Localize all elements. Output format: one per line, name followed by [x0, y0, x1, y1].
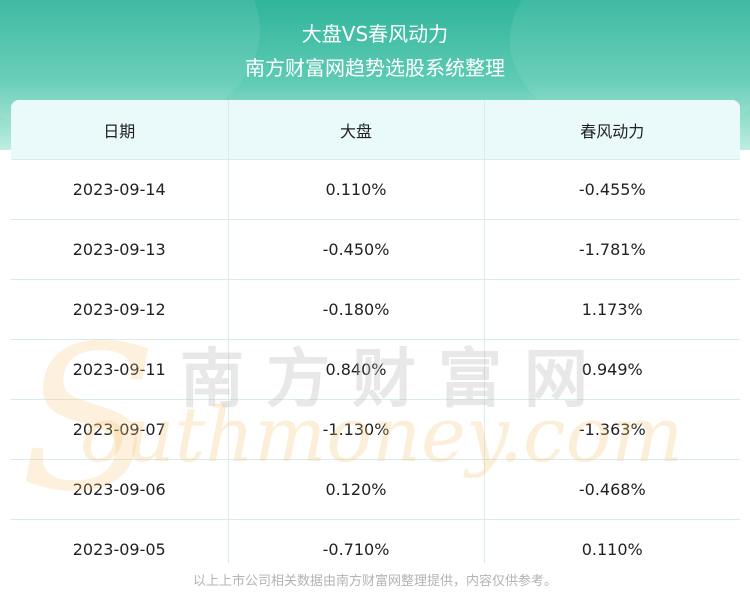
table-row: 2023-09-05 -0.710% 0.110% — [11, 519, 740, 563]
table-row: 2023-09-07 -1.130% -1.363% — [11, 399, 740, 460]
cell-date: 2023-09-14 — [11, 159, 229, 220]
cell-stock: 1.173% — [484, 279, 740, 340]
cell-market: -0.180% — [228, 279, 485, 340]
page-title: 大盘VS春风动力 — [301, 22, 449, 46]
table-row: 2023-09-12 -0.180% 1.173% — [11, 279, 740, 340]
cell-market: 0.120% — [228, 459, 485, 520]
footer-disclaimer: 以上上市公司相关数据由南方财富网整理提供，内容仅供参考。 — [192, 574, 557, 589]
cell-date: 2023-09-07 — [11, 399, 229, 460]
comparison-table: 日期 大盘 春风动力 2023-09-14 0.110% -0.455% 202… — [11, 100, 740, 563]
column-header-market: 大盘 — [228, 100, 485, 160]
cell-market: 0.110% — [228, 159, 485, 220]
table-row: 2023-09-14 0.110% -0.455% — [11, 159, 740, 220]
column-header-date: 日期 — [11, 100, 229, 160]
table-row: 2023-09-13 -0.450% -1.781% — [11, 219, 740, 280]
table-row: 2023-09-11 0.840% 0.949% — [11, 339, 740, 400]
data-table-card: 日期 大盘 春风动力 2023-09-14 0.110% -0.455% 202… — [11, 100, 740, 563]
cell-date: 2023-09-12 — [11, 279, 229, 340]
table-row: 2023-09-06 0.120% -0.468% — [11, 459, 740, 520]
cell-stock: -0.455% — [484, 159, 740, 220]
table-header-row: 日期 大盘 春风动力 — [11, 100, 740, 160]
cell-market: -0.450% — [228, 219, 485, 280]
cell-market: 0.840% — [228, 339, 485, 400]
cell-date: 2023-09-13 — [11, 219, 229, 280]
page-subtitle: 南方财富网趋势选股系统整理 — [245, 56, 505, 80]
cell-stock: 0.110% — [484, 519, 740, 563]
cell-date: 2023-09-06 — [11, 459, 229, 520]
cell-market: -1.130% — [228, 399, 485, 460]
column-header-stock: 春风动力 — [484, 100, 740, 160]
cell-stock: -1.781% — [484, 219, 740, 280]
cell-stock: -0.468% — [484, 459, 740, 520]
cell-date: 2023-09-11 — [11, 339, 229, 400]
cell-stock: 0.949% — [484, 339, 740, 400]
cell-stock: -1.363% — [484, 399, 740, 460]
cell-date: 2023-09-05 — [11, 519, 229, 563]
cell-market: -0.710% — [228, 519, 485, 563]
